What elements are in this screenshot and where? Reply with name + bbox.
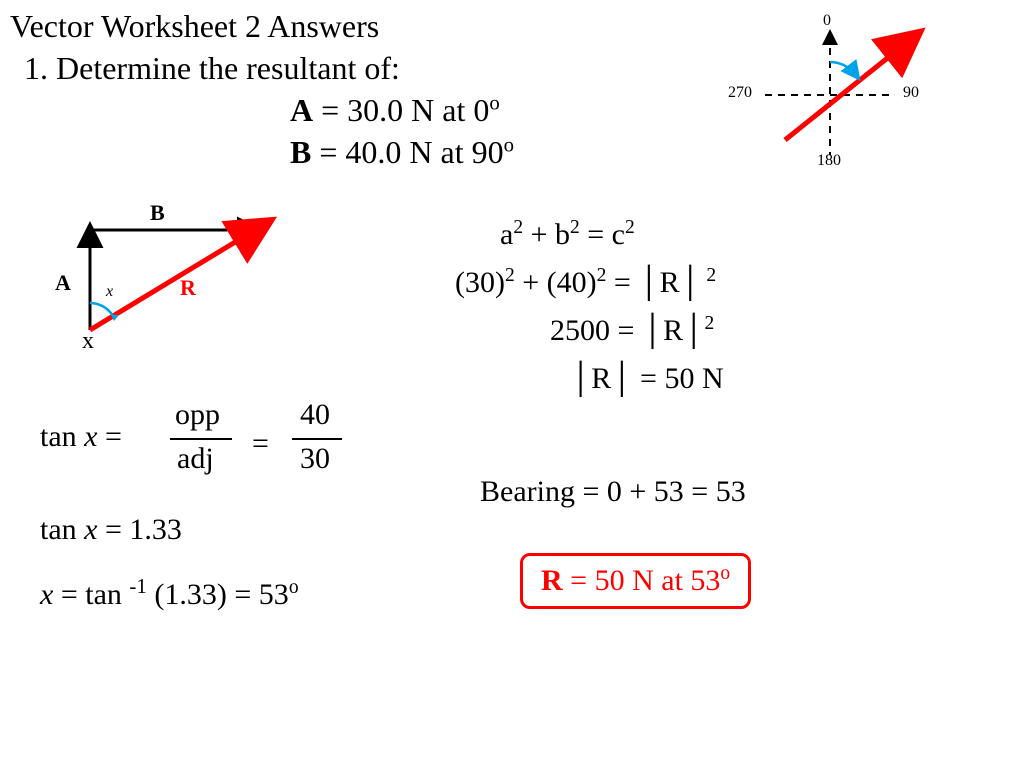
tan-frac-num: 40 xyxy=(300,398,330,432)
vector-B-deg: o xyxy=(504,133,514,156)
triangle-label-R: R xyxy=(180,275,196,301)
pythag-eq3: 2500 = │R│2 xyxy=(550,314,714,348)
triangle-label-A: A xyxy=(55,270,71,296)
answer-value: = 50 N at 53 xyxy=(563,564,721,597)
vector-B-label: B xyxy=(290,134,311,170)
tan-frac-opp: opp xyxy=(175,398,220,432)
vector-A: A = 30.0 N at 0o xyxy=(290,92,500,129)
tan-frac-den: 30 xyxy=(300,442,330,476)
pythag-eq2: (30)2 + (40)2 = │R│ 2 xyxy=(455,266,716,300)
pythag-eq4: │R│ = 50 N xyxy=(570,362,724,396)
compass-east: 90 xyxy=(903,84,919,102)
answer-R: R xyxy=(541,564,563,597)
pythag-eq1: a2 + b2 = c2 xyxy=(500,218,635,252)
svg-text:x: x xyxy=(82,328,94,354)
compass-west: 270 xyxy=(728,84,752,102)
tan-eq2: tan x = 1.33 xyxy=(40,513,182,547)
triangle-diagram: x xyxy=(40,200,300,360)
vector-A-deg: o xyxy=(489,91,499,114)
compass-north: 0 xyxy=(823,12,831,30)
vector-B-value: = 40.0 N at 90 xyxy=(311,134,503,170)
problem-prompt: 1. Determine the resultant of: xyxy=(24,50,400,87)
answer-box: R = 50 N at 53o xyxy=(520,553,751,609)
triangle-label-B: B xyxy=(150,200,165,226)
bearing-eq: Bearing = 0 + 53 = 53 xyxy=(480,475,746,509)
tan-eq3: x = tan -1 (1.33) = 53o xyxy=(40,578,299,612)
answer-deg: o xyxy=(720,563,730,584)
tan-frac-adj: adj xyxy=(177,442,214,476)
tan-mid-eq: = xyxy=(252,427,269,461)
frac-bar-2 xyxy=(292,438,342,440)
compass-south: 180 xyxy=(817,152,841,170)
vector-A-label: A xyxy=(290,92,313,128)
page-title: Vector Worksheet 2 Answers xyxy=(10,8,379,45)
compass-diagram xyxy=(680,15,940,175)
triangle-angle-x: x xyxy=(106,283,113,301)
tan-eq-lhs: tan x = xyxy=(40,420,122,454)
vector-B: B = 40.0 N at 90o xyxy=(290,134,514,171)
frac-bar-1 xyxy=(170,438,232,440)
vector-A-value: = 30.0 N at 0 xyxy=(313,92,489,128)
